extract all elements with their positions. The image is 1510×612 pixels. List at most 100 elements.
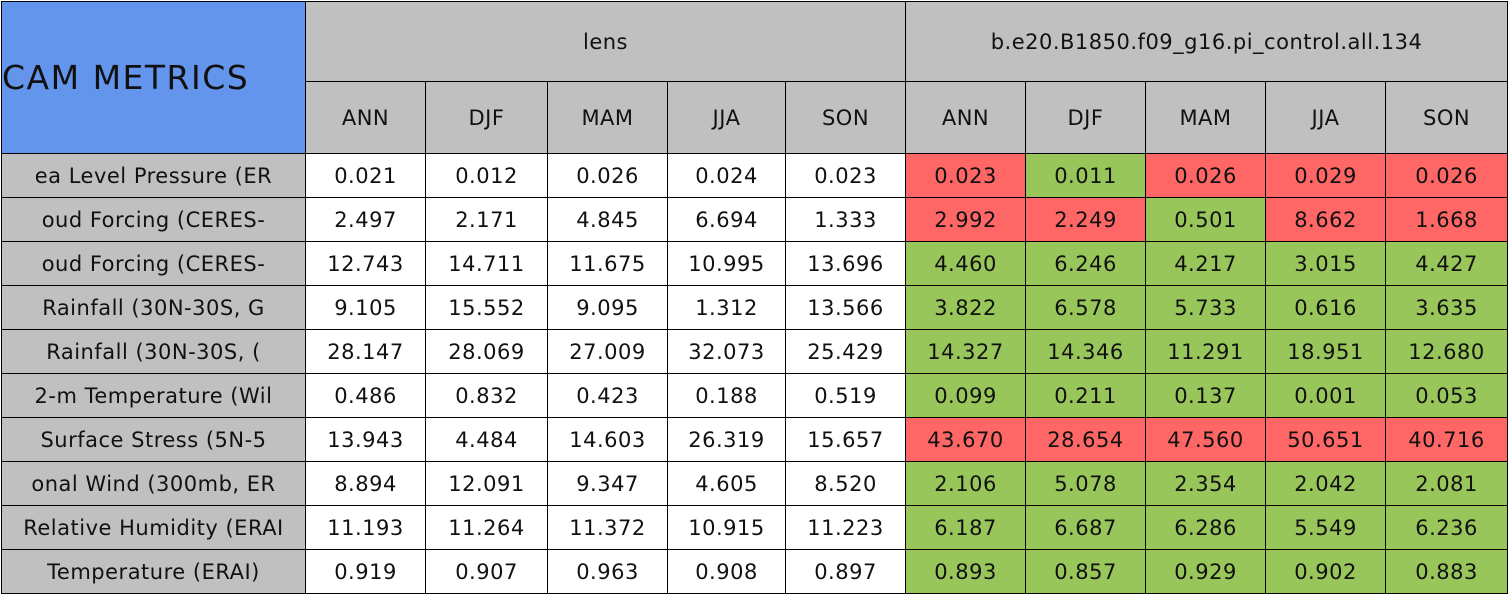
- value-cell: 1.668: [1384, 197, 1509, 242]
- value-cell: 4.605: [667, 461, 786, 506]
- value-cell: 11.291: [1145, 329, 1266, 374]
- value-cell: 0.026: [1384, 153, 1509, 198]
- value-cell: 40.716: [1384, 417, 1509, 462]
- value-cell: 0.857: [1025, 549, 1146, 594]
- row-label: Rainfall (30N-30S, (: [1, 329, 306, 374]
- value-cell: 0.023: [785, 153, 906, 198]
- value-cell: 12.680: [1384, 329, 1509, 374]
- value-cell: 2.106: [905, 461, 1026, 506]
- value-cell: 32.073: [667, 329, 786, 374]
- value-cell: 11.675: [547, 241, 668, 286]
- value-cell: 11.193: [305, 505, 426, 550]
- value-cell: 47.560: [1145, 417, 1266, 462]
- season-header: JJA: [667, 81, 786, 154]
- data-row: Rainfall (30N-30S, G 9.105 15.552 9.095 1.31…: [1, 285, 1509, 330]
- row-label: 2-m Temperature (Wil: [1, 373, 306, 418]
- value-cell: 9.105: [305, 285, 426, 330]
- value-cell: 0.211: [1025, 373, 1146, 418]
- season-header: ANN: [905, 81, 1026, 154]
- row-label: Relative Humidity (ERAI: [1, 505, 306, 550]
- value-cell: 6.236: [1384, 505, 1509, 550]
- value-cell: 4.484: [425, 417, 548, 462]
- value-cell: 28.069: [425, 329, 548, 374]
- season-header: ANN: [305, 81, 426, 154]
- season-header: DJF: [1025, 81, 1146, 154]
- value-cell: 0.929: [1145, 549, 1266, 594]
- value-cell: 6.246: [1025, 241, 1146, 286]
- table-title: CAM METRICS: [1, 1, 306, 154]
- value-cell: 0.053: [1384, 373, 1509, 418]
- value-cell: 12.091: [425, 461, 548, 506]
- value-cell: 5.733: [1145, 285, 1266, 330]
- value-cell: 4.460: [905, 241, 1026, 286]
- season-row: ANN DJF MAM JJA SON ANN DJF MAM JJA SON: [2, 81, 1509, 154]
- value-cell: 26.319: [667, 417, 786, 462]
- table-body: CAM METRICS lens b.e20.B1850.f09_g16.pi_co…: [1, 1, 1509, 594]
- value-cell: 0.963: [547, 549, 668, 594]
- value-cell: 12.743: [305, 241, 426, 286]
- value-cell: 0.908: [667, 549, 786, 594]
- data-row: onal Wind (300mb, ER 8.894 12.091 9.347 4.60…: [1, 461, 1509, 506]
- value-cell: 0.011: [1025, 153, 1146, 198]
- value-cell: 6.687: [1025, 505, 1146, 550]
- value-cell: 14.346: [1025, 329, 1146, 374]
- value-cell: 9.095: [547, 285, 668, 330]
- value-cell: 14.603: [547, 417, 668, 462]
- value-cell: 4.845: [547, 197, 668, 242]
- row-label: oud Forcing (CERES-: [1, 241, 306, 286]
- row-label: Rainfall (30N-30S, G: [1, 285, 306, 330]
- value-cell: 43.670: [905, 417, 1026, 462]
- value-cell: 0.024: [667, 153, 786, 198]
- value-cell: 0.012: [425, 153, 548, 198]
- value-cell: 9.347: [547, 461, 668, 506]
- data-row: 2-m Temperature (Wil 0.486 0.832 0.423 0.188…: [1, 373, 1509, 418]
- value-cell: 2.042: [1265, 461, 1386, 506]
- row-label: oud Forcing (CERES-: [1, 197, 306, 242]
- value-cell: 8.662: [1265, 197, 1386, 242]
- value-cell: 8.894: [305, 461, 426, 506]
- value-cell: 11.223: [785, 505, 906, 550]
- value-cell: 3.015: [1265, 241, 1386, 286]
- season-header: JJA: [1265, 81, 1386, 154]
- value-cell: 50.651: [1265, 417, 1386, 462]
- value-cell: 3.635: [1384, 285, 1509, 330]
- value-cell: 13.566: [785, 285, 906, 330]
- value-cell: 1.312: [667, 285, 786, 330]
- value-cell: 0.897: [785, 549, 906, 594]
- value-cell: 13.696: [785, 241, 906, 286]
- value-cell: 0.902: [1265, 549, 1386, 594]
- value-cell: 5.549: [1265, 505, 1386, 550]
- data-row: ea Level Pressure (ER 0.021 0.012 0.026 0.02…: [1, 153, 1509, 198]
- data-row: oud Forcing (CERES- 12.743 14.711 11.675 10.…: [1, 241, 1509, 286]
- value-cell: 3.822: [905, 285, 1026, 330]
- value-cell: 6.187: [905, 505, 1026, 550]
- value-cell: 11.372: [547, 505, 668, 550]
- value-cell: 2.992: [905, 197, 1026, 242]
- value-cell: 0.137: [1145, 373, 1266, 418]
- metrics-table: CAM METRICS lens b.e20.B1850.f09_g16.pi_co…: [1, 1, 1509, 594]
- value-cell: 0.486: [305, 373, 426, 418]
- group-header: b.e20.B1850.f09_g16.pi_control.all.134: [904, 1, 1509, 82]
- data-row: Temperature (ERAI) 0.919 0.907 0.963 0.908 0.…: [1, 549, 1509, 594]
- data-row: Relative Humidity (ERAI 11.193 11.264 11.37…: [1, 505, 1509, 550]
- value-cell: 0.021: [305, 153, 426, 198]
- value-cell: 15.657: [785, 417, 906, 462]
- data-row: Rainfall (30N-30S, (28.147 28.069 27.009 32…: [1, 329, 1509, 374]
- value-cell: 4.217: [1145, 241, 1266, 286]
- season-header: MAM: [1145, 81, 1266, 154]
- row-label: Surface Stress (5N-5: [1, 417, 306, 462]
- value-cell: 14.711: [425, 241, 548, 286]
- value-cell: 14.327: [905, 329, 1026, 374]
- value-cell: 0.188: [667, 373, 786, 418]
- season-header: DJF: [425, 81, 548, 154]
- value-cell: 15.552: [425, 285, 548, 330]
- value-cell: 5.078: [1025, 461, 1146, 506]
- value-cell: 0.029: [1265, 153, 1386, 198]
- value-cell: 0.423: [547, 373, 668, 418]
- value-cell: 0.919: [305, 549, 426, 594]
- value-cell: 10.915: [667, 505, 786, 550]
- value-cell: 0.883: [1384, 549, 1509, 594]
- value-cell: 18.951: [1265, 329, 1386, 374]
